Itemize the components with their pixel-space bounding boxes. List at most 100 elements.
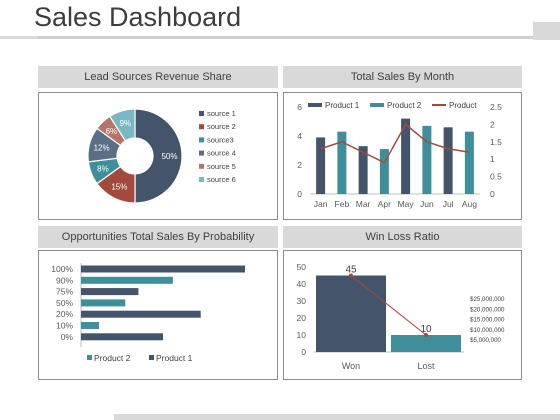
y-tick-label: 50	[297, 262, 307, 272]
y-tick-label: 20%	[56, 309, 73, 319]
y-tick-label: 0	[297, 189, 302, 199]
donut-slice	[134, 108, 183, 204]
y-tick-label: 2	[297, 160, 302, 170]
y-tick-label: 40	[297, 279, 307, 289]
page-title: Sales Dashboard	[34, 2, 242, 32]
donut-slice	[108, 108, 136, 142]
x-tick-label: Lost	[417, 361, 435, 371]
month-bar	[464, 131, 474, 194]
probability-bar	[81, 333, 163, 341]
probability-bar	[81, 310, 201, 318]
panel-sales-by-month: 0 2 4 6 0 0.5 1 1.5 2 2.5 Jan Feb Mar Apr May Jun Jul Aug…	[283, 92, 522, 220]
trend-line	[350, 275, 427, 336]
legend-swatch	[199, 150, 204, 156]
probability-bar	[81, 322, 100, 329]
legend-swatch	[308, 103, 322, 107]
legend-label: Product 1	[325, 101, 360, 110]
probability-bar	[81, 265, 245, 273]
annotation-label: $10,000,000	[470, 327, 505, 334]
y-tick-label: 20	[297, 313, 307, 323]
month-bar	[337, 131, 347, 194]
probability-bar	[81, 288, 139, 296]
win-loss-bar	[316, 275, 386, 352]
legend-swatch	[199, 111, 204, 116]
legend-swatch	[370, 103, 384, 107]
y2-tick-label: 2	[490, 119, 495, 129]
x-tick-label: May	[398, 199, 415, 209]
donut-slice-label: 6%	[106, 127, 118, 136]
lead-sources-donut-chart: 50% 15%8% 12% 6%9% source 1 source 2 source3 so…	[87, 108, 236, 204]
legend-swatch	[199, 124, 204, 130]
data-label: 45	[345, 265, 357, 276]
data-label: 10	[420, 324, 432, 335]
opportunities-bar-chart: 100%90% 75%50%20% 10%0% Product 2 Product 1	[51, 263, 245, 363]
title-divider-end	[533, 22, 560, 40]
y-tick-label: 30	[297, 296, 307, 306]
panel-header-opportunities: Opportunities Total Sales By Probability	[38, 226, 278, 248]
y-tick-label: 50%	[56, 298, 73, 308]
legend-label: Product 2	[94, 353, 131, 363]
legend-label: source 1	[207, 109, 236, 118]
y2-tick-label: 0	[490, 189, 495, 199]
legend-swatch	[199, 137, 204, 143]
donut-slice-label: 8%	[97, 165, 109, 174]
month-bar	[422, 125, 432, 194]
legend-label: source 4	[207, 149, 236, 158]
y-tick-label: 90%	[56, 275, 73, 285]
legend-swatch	[87, 355, 92, 360]
legend-swatch	[199, 177, 204, 182]
month-bar	[401, 118, 411, 194]
x-tick-label: Jul	[443, 199, 454, 209]
y2-tick-label: 0.5	[490, 172, 502, 182]
panel-lead-sources: 50% 15% 8% 12% 6% 9% source 1 source 2 source3 so…	[38, 92, 278, 220]
legend-swatch	[149, 355, 154, 360]
donut-slice-label: 12%	[94, 143, 110, 152]
y2-tick-label: 2.5	[490, 102, 502, 112]
legend-label: source 5	[207, 162, 236, 171]
win-loss-bar	[391, 335, 461, 352]
win-loss-chart: 0 10 20 30 40 50 Won 45 Lost 10 $25,000,000 $20,000…	[297, 262, 505, 371]
trend-point	[349, 273, 353, 278]
annotation-label: $20,000,000	[470, 306, 505, 313]
probability-bar	[81, 299, 126, 307]
month-bar	[379, 149, 389, 194]
panel-header-lead-sources: Lead Sources Revenue Share	[38, 66, 278, 88]
y-tick-label: 100%	[51, 264, 73, 274]
footer-divider	[114, 414, 560, 420]
x-tick-label: Mar	[356, 199, 371, 209]
probability-bar	[81, 276, 173, 284]
legend-label: source 6	[207, 175, 236, 184]
y-tick-label: 0	[301, 347, 306, 357]
product-line	[320, 123, 470, 164]
sales-by-month-chart: 0 2 4 6 0 0.5 1 1.5 2 2.5 Jan Feb Mar Apr May Jun Jul Aug…	[297, 101, 502, 209]
x-tick-label: Won	[342, 361, 360, 371]
y-tick-label: 10	[297, 330, 307, 340]
y-tick-label: 6	[297, 102, 302, 112]
donut-slice-label: 15%	[111, 183, 127, 192]
y2-tick-label: 1	[490, 154, 495, 164]
month-bar	[316, 137, 326, 194]
y-tick-label: 4	[297, 131, 302, 141]
panel-header-win-loss: Win Loss Ratio	[283, 226, 522, 248]
x-tick-label: Apr	[378, 199, 391, 209]
legend-label: Product 2	[387, 101, 422, 110]
x-tick-label: Jan	[314, 199, 328, 209]
y-tick-label: 0%	[61, 332, 74, 342]
title-divider-accent	[38, 36, 533, 39]
legend-swatch	[199, 163, 204, 169]
x-tick-label: Feb	[335, 199, 350, 209]
annotation-label: $15,000,000	[470, 317, 505, 324]
month-bar	[443, 127, 453, 194]
legend-label: Product	[449, 101, 477, 110]
legend-label: Product 1	[156, 353, 193, 363]
annotation-label: $5,000,000	[470, 337, 502, 344]
panel-opportunities: 100% 90% 75% 50% 20% 10% 0% Product 2 Product 1	[38, 250, 278, 380]
legend-label: source3	[207, 135, 234, 144]
y-tick-label: 10%	[56, 321, 73, 331]
annotation-label: $25,000,000	[470, 296, 505, 303]
x-tick-label: Aug	[462, 199, 477, 209]
trend-point	[424, 333, 428, 337]
x-tick-label: Jun	[420, 199, 434, 209]
month-bar	[358, 146, 368, 194]
panel-win-loss: 0 10 20 30 40 50 Won 45 Lost 10 $25,000,000 $20,000…	[283, 250, 522, 380]
